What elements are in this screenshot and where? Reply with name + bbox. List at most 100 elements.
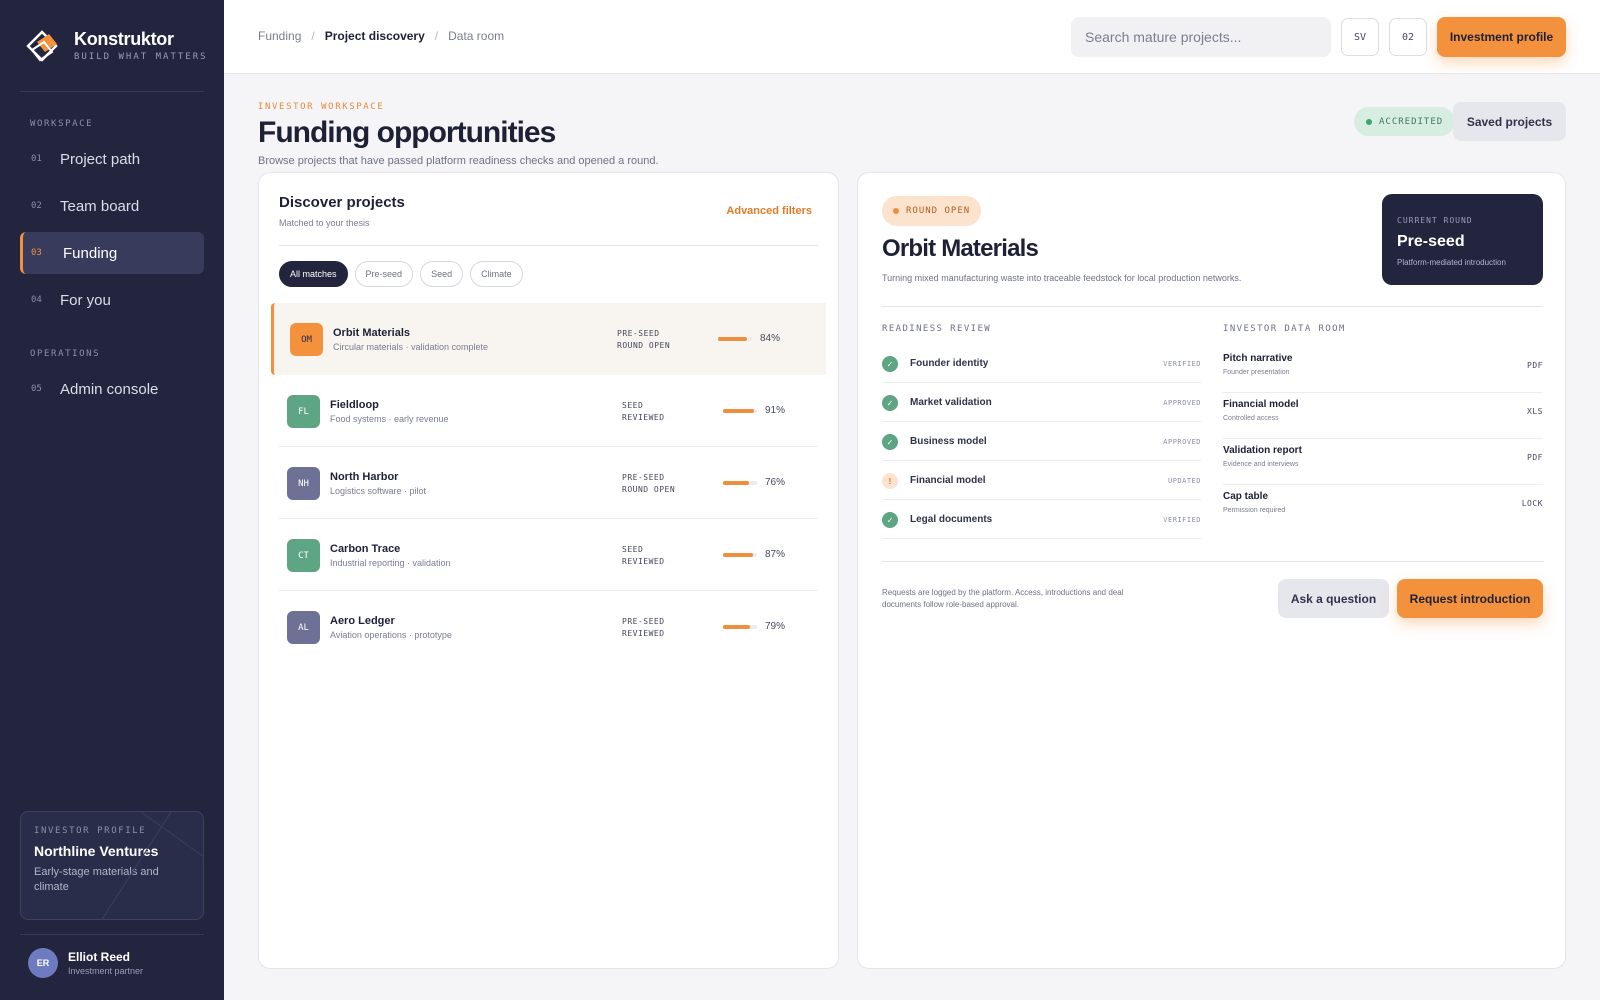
project-description: Industrial reporting · validation: [330, 558, 451, 568]
project-stage-status: SEED REVIEWED: [622, 400, 665, 424]
project-row-carbon-trace[interactable]: CT Carbon Trace Industrial reporting · v…: [279, 519, 818, 591]
nav-label: Funding: [63, 244, 118, 262]
project-row-orbit-materials[interactable]: OM Orbit Materials Circular materials · …: [271, 303, 826, 375]
document-type: PDF: [1527, 453, 1543, 462]
divider: [882, 306, 1543, 307]
page-subtitle: Browse projects that have passed platfor…: [258, 155, 659, 167]
project-stage: SEED: [622, 545, 644, 554]
project-status: ROUND OPEN: [617, 341, 671, 350]
readiness-item-status: UPDATED: [1167, 477, 1201, 485]
ask-question-button[interactable]: Ask a question: [1278, 579, 1389, 618]
project-status: REVIEWED: [622, 413, 665, 422]
saved-projects-button[interactable]: Saved projects: [1453, 102, 1566, 141]
readiness-item-name: Market validation: [910, 397, 992, 408]
project-title: Orbit Materials: [882, 235, 1039, 262]
breadcrumb-funding[interactable]: Funding: [258, 29, 302, 43]
readiness-percent: 87%: [765, 549, 786, 560]
filter-climate[interactable]: Climate: [470, 261, 523, 287]
project-status: REVIEWED: [622, 557, 665, 566]
project-detail-panel: ROUND OPEN Orbit Materials Turning mixed…: [857, 172, 1566, 969]
brand[interactable]: Konstruktor BUILD WHAT MATTERS: [24, 28, 208, 62]
project-description: Circular materials · validation complete: [333, 342, 489, 352]
filter-seed[interactable]: Seed: [420, 261, 464, 287]
project-badge: OM: [290, 323, 323, 356]
document-type: LOCK: [1521, 499, 1543, 508]
readiness-bar: [723, 481, 757, 485]
sidebar-item-funding[interactable]: 03 Funding: [20, 232, 204, 274]
advanced-filters-link[interactable]: Advanced filters: [726, 205, 812, 217]
check-icon: ✓: [882, 395, 898, 411]
nav-number: 03: [31, 248, 42, 258]
user-profile[interactable]: ER Elliot Reed Investment partner: [28, 948, 143, 978]
project-row-aero-ledger[interactable]: AL Aero Ledger Aviation operations · pro…: [279, 591, 818, 663]
sidebar-item-for-you[interactable]: 04 For you: [20, 279, 204, 321]
sidebar-item-project-path[interactable]: 01 Project path: [20, 138, 204, 180]
readiness-bar: [718, 337, 752, 341]
filter-pre-seed[interactable]: Pre-seed: [354, 261, 414, 287]
project-stage: PRE-SEED: [617, 329, 660, 338]
document-financial-model[interactable]: Financial model Controlled access XLS: [1223, 393, 1543, 439]
readiness-bar-fill: [723, 553, 753, 557]
project-stage-status: PRE-SEED ROUND OPEN: [617, 328, 670, 352]
request-introduction-button[interactable]: Request introduction: [1397, 579, 1543, 618]
project-stage: SEED: [622, 401, 644, 410]
document-name: Financial model: [1223, 399, 1299, 410]
sidebar: Konstruktor BUILD WHAT MATTERS WORKSPACE…: [0, 0, 224, 1000]
nav-label: Admin console: [60, 380, 159, 398]
document-validation-report[interactable]: Validation report Evidence and interview…: [1223, 439, 1543, 485]
readiness-item-name: Financial model: [910, 475, 986, 486]
document-description: Founder presentation: [1223, 369, 1290, 376]
project-name: Fieldloop: [330, 399, 379, 411]
project-row-north-harbor[interactable]: NH North Harbor Logistics software · pil…: [279, 447, 818, 519]
breadcrumb-project-discovery[interactable]: Project discovery: [324, 29, 425, 43]
project-stage-status: PRE-SEED ROUND OPEN: [622, 472, 675, 496]
project-stage-status: PRE-SEED REVIEWED: [622, 616, 665, 640]
notifications-count-button[interactable]: 02: [1389, 18, 1427, 56]
breadcrumb-separator: /: [434, 29, 439, 43]
user-name: Elliot Reed: [68, 950, 131, 964]
discover-projects-panel: Discover projects Matched to your thesis…: [258, 172, 839, 969]
avatar: ER: [28, 948, 58, 978]
konstruktor-logo-icon: [24, 28, 66, 62]
divider: [279, 245, 818, 246]
readiness-item-status: APPROVED: [1163, 399, 1201, 407]
readiness-item-name: Business model: [910, 436, 987, 447]
filter-all-matches[interactable]: All matches: [279, 261, 348, 287]
document-pitch-narrative[interactable]: Pitch narrative Founder presentation PDF: [1223, 347, 1543, 393]
readiness-item-business-model: ✓ Business model APPROVED: [882, 422, 1201, 461]
alert-icon: !: [882, 473, 898, 489]
nav-number: 05: [31, 384, 42, 394]
user-role: Investment partner: [68, 966, 144, 976]
breadcrumb-data-room[interactable]: Data room: [448, 29, 505, 43]
document-cap-table[interactable]: Cap table Permission required LOCK: [1223, 485, 1543, 531]
operations-section-label: OPERATIONS: [30, 349, 101, 359]
sidebar-divider: [20, 934, 204, 935]
sidebar-item-admin-console[interactable]: 05 Admin console: [20, 368, 204, 410]
project-status: REVIEWED: [622, 629, 665, 638]
accredited-badge: ACCREDITED: [1354, 107, 1456, 136]
investor-profile-card[interactable]: INVESTOR PROFILE Northline Ventures Earl…: [20, 811, 204, 920]
readiness-item-founder-identity: ✓ Founder identity VERIFIED: [882, 344, 1201, 383]
page-eyebrow: INVESTOR WORKSPACE: [258, 102, 385, 112]
readiness-bar-fill: [718, 337, 747, 341]
readiness-bar: [723, 625, 757, 629]
readiness-item-legal-documents: ✓ Legal documents VERIFIED: [882, 500, 1201, 539]
sv-button[interactable]: SV: [1341, 18, 1379, 56]
discover-title: Discover projects: [279, 194, 405, 211]
status-dot-icon: [893, 208, 899, 214]
discover-subtitle: Matched to your thesis: [279, 218, 370, 228]
project-name: Aero Ledger: [330, 615, 395, 627]
project-badge: CT: [287, 539, 320, 572]
document-name: Validation report: [1223, 445, 1302, 456]
project-name: Carbon Trace: [330, 543, 401, 555]
sidebar-item-team-board[interactable]: 02 Team board: [20, 185, 204, 227]
investment-profile-button[interactable]: Investment profile: [1437, 17, 1566, 57]
nav-label: Team board: [60, 197, 140, 215]
document-name: Pitch narrative: [1223, 353, 1293, 364]
data-room-heading: INVESTOR DATA ROOM: [1223, 324, 1346, 334]
search-input[interactable]: [1071, 17, 1331, 57]
project-row-fieldloop[interactable]: FL Fieldloop Food systems · early revenu…: [279, 375, 818, 447]
round-status-badge: ROUND OPEN: [882, 196, 982, 226]
readiness-item-financial-model: ! Financial model UPDATED: [882, 461, 1201, 500]
nav-number: 01: [31, 154, 42, 164]
